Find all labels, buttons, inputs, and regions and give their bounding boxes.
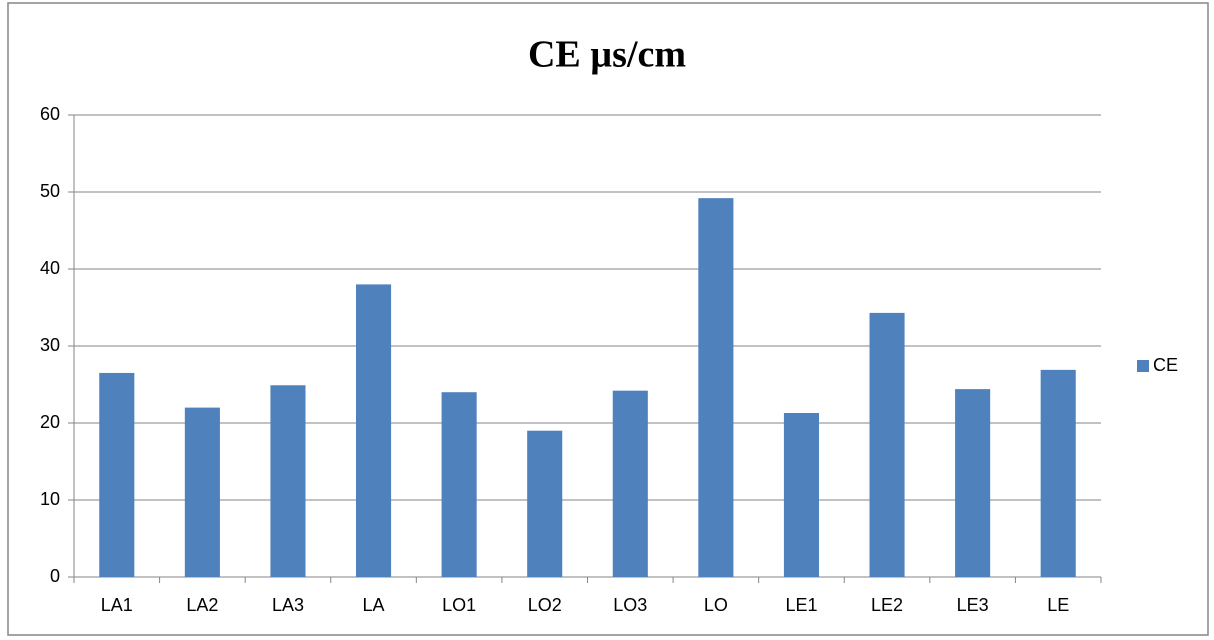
- y-tick-label: 10: [40, 489, 60, 509]
- y-tick-label: 0: [50, 566, 60, 586]
- bar: [184, 407, 220, 577]
- bar: [355, 284, 392, 577]
- x-tick-label: LE3: [957, 595, 989, 615]
- y-tick-label: 50: [40, 181, 60, 201]
- chart-title: CE µs/cm: [528, 34, 686, 76]
- x-tick-label: LE1: [785, 595, 817, 615]
- x-tick-label: LA1: [101, 595, 133, 615]
- bar: [869, 312, 905, 577]
- x-tick-label: LA3: [272, 595, 304, 615]
- x-tick-label: LE2: [871, 595, 903, 615]
- x-tick-label: LO3: [613, 595, 647, 615]
- bar: [612, 390, 648, 577]
- y-tick-label: 40: [40, 258, 60, 278]
- bar: [441, 392, 477, 577]
- x-tick-label: LO: [704, 595, 728, 615]
- bar: [527, 430, 563, 577]
- bar: [698, 198, 734, 577]
- bar: [955, 389, 991, 577]
- legend-swatch: [1137, 360, 1149, 372]
- y-tick-label: 20: [40, 412, 60, 432]
- x-tick-label: LO1: [442, 595, 476, 615]
- legend-label: CE: [1153, 355, 1178, 375]
- x-tick-label: LA2: [186, 595, 218, 615]
- bar: [270, 385, 306, 577]
- x-tick-label: LO2: [528, 595, 562, 615]
- bar: [1040, 369, 1076, 577]
- x-tick-label: LA: [363, 595, 385, 615]
- y-tick-label: 60: [40, 104, 60, 124]
- x-tick-label: LE: [1047, 595, 1069, 615]
- y-tick-label: 30: [40, 335, 60, 355]
- bar: [783, 412, 820, 577]
- bar: [99, 372, 135, 577]
